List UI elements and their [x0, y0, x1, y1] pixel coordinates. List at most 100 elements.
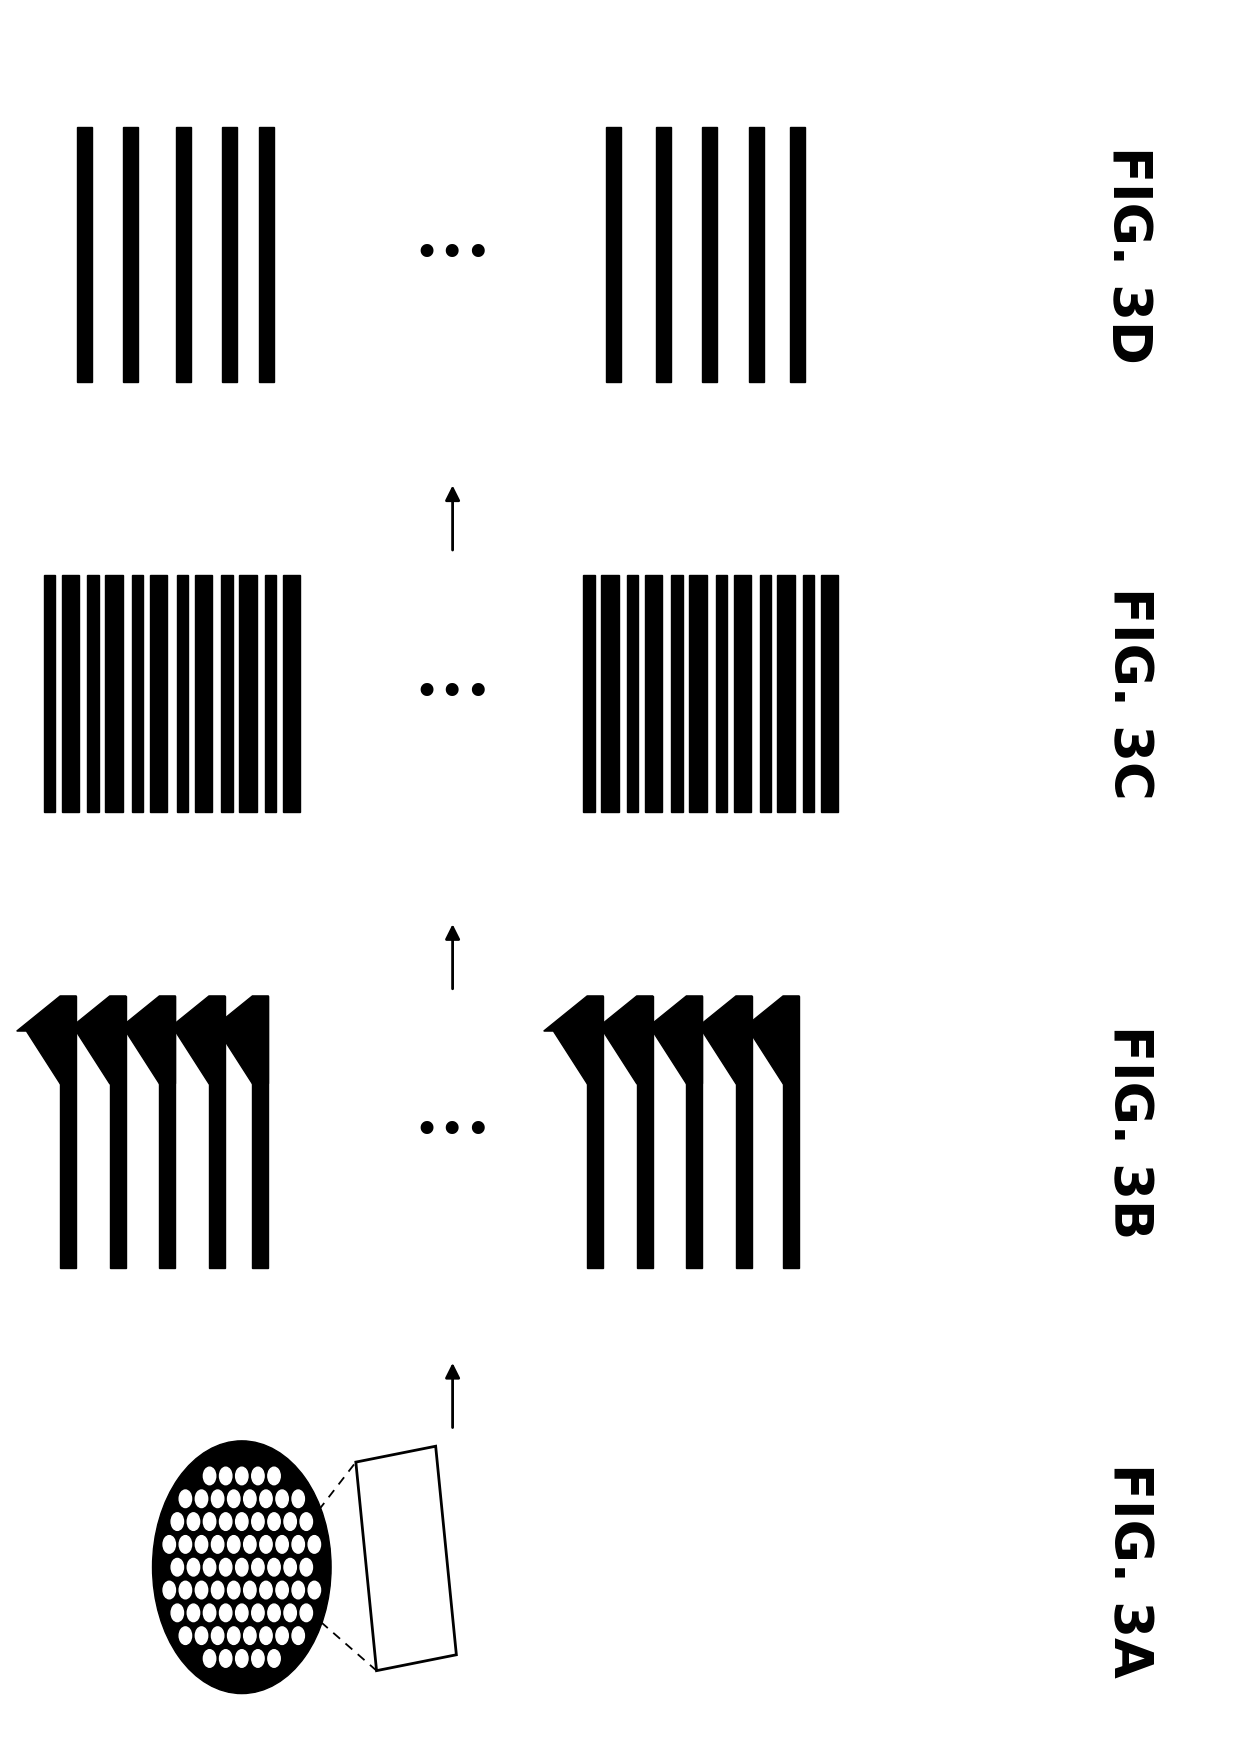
Circle shape [164, 1536, 176, 1553]
Circle shape [260, 1536, 273, 1553]
Circle shape [277, 1627, 288, 1644]
Bar [176, 576, 188, 811]
Circle shape [252, 1650, 264, 1667]
Text: FIG. 3A: FIG. 3A [1102, 1464, 1154, 1678]
Bar [105, 576, 123, 811]
Polygon shape [165, 997, 226, 1083]
Bar [821, 576, 838, 811]
Circle shape [268, 1604, 280, 1622]
Bar [265, 576, 277, 811]
Circle shape [219, 1467, 232, 1485]
Circle shape [171, 1513, 184, 1530]
Circle shape [268, 1513, 280, 1530]
Circle shape [195, 1627, 207, 1644]
Circle shape [236, 1467, 248, 1485]
Bar [195, 576, 212, 811]
Circle shape [195, 1490, 207, 1508]
Bar [804, 576, 815, 811]
Circle shape [284, 1604, 296, 1622]
Circle shape [203, 1604, 216, 1622]
Circle shape [300, 1558, 312, 1576]
Text: •••: ••• [413, 672, 492, 714]
Circle shape [260, 1581, 273, 1599]
Circle shape [243, 1581, 255, 1599]
Circle shape [277, 1581, 288, 1599]
Bar [131, 576, 144, 811]
Circle shape [212, 1536, 224, 1553]
Circle shape [228, 1581, 241, 1599]
Bar [749, 128, 764, 383]
Bar [637, 997, 653, 1267]
Bar [109, 997, 126, 1267]
Bar [588, 997, 603, 1267]
Circle shape [300, 1604, 312, 1622]
Circle shape [203, 1467, 216, 1485]
Circle shape [300, 1513, 312, 1530]
Bar [672, 576, 683, 811]
Circle shape [187, 1558, 200, 1576]
Circle shape [180, 1490, 192, 1508]
Text: FIG. 3C: FIG. 3C [1102, 586, 1154, 800]
Circle shape [309, 1536, 320, 1553]
Bar [583, 576, 594, 811]
Circle shape [268, 1650, 280, 1667]
Bar [253, 997, 268, 1267]
Circle shape [219, 1650, 232, 1667]
Circle shape [203, 1513, 216, 1530]
Circle shape [293, 1627, 304, 1644]
Circle shape [243, 1627, 255, 1644]
Polygon shape [739, 997, 800, 1083]
Bar [150, 576, 167, 811]
Bar [689, 576, 707, 811]
Circle shape [153, 1441, 331, 1694]
Text: FIG. 3B: FIG. 3B [1102, 1025, 1154, 1239]
Circle shape [284, 1558, 296, 1576]
Circle shape [219, 1604, 232, 1622]
Circle shape [293, 1536, 304, 1553]
Circle shape [228, 1627, 241, 1644]
Circle shape [180, 1627, 192, 1644]
Bar [87, 576, 98, 811]
Bar [606, 128, 621, 383]
Bar [656, 128, 671, 383]
Circle shape [180, 1536, 192, 1553]
Bar [159, 997, 176, 1267]
Bar [176, 128, 191, 383]
Bar [784, 997, 800, 1267]
Circle shape [180, 1581, 192, 1599]
Bar [123, 128, 138, 383]
Bar [60, 997, 76, 1267]
Bar [759, 576, 770, 811]
Polygon shape [543, 997, 603, 1083]
Circle shape [195, 1536, 207, 1553]
Bar [734, 576, 751, 811]
Circle shape [228, 1490, 241, 1508]
Polygon shape [16, 997, 77, 1083]
Bar [62, 576, 79, 811]
Circle shape [293, 1581, 304, 1599]
Circle shape [243, 1490, 255, 1508]
Bar [283, 576, 300, 811]
Circle shape [219, 1513, 232, 1530]
Text: FIG. 3D: FIG. 3D [1102, 146, 1154, 363]
Circle shape [236, 1604, 248, 1622]
Circle shape [243, 1536, 255, 1553]
Bar [702, 128, 717, 383]
Circle shape [268, 1558, 280, 1576]
Bar [208, 997, 224, 1267]
Bar [45, 576, 56, 811]
Circle shape [277, 1536, 288, 1553]
Circle shape [203, 1558, 216, 1576]
Bar [790, 128, 805, 383]
Circle shape [236, 1513, 248, 1530]
Bar [687, 997, 703, 1267]
Polygon shape [692, 997, 751, 1083]
Circle shape [203, 1650, 216, 1667]
Circle shape [252, 1604, 264, 1622]
Circle shape [171, 1604, 184, 1622]
Circle shape [187, 1604, 200, 1622]
Polygon shape [208, 997, 268, 1083]
Polygon shape [594, 997, 653, 1083]
Bar [645, 576, 662, 811]
Circle shape [164, 1581, 176, 1599]
